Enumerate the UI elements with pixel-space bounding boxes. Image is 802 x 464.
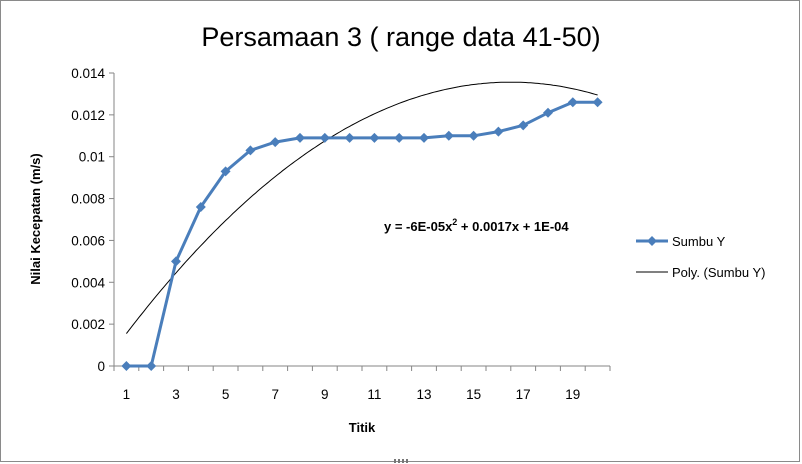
x-axis-title: Titik — [349, 420, 376, 435]
equation-exponent: 2 — [452, 217, 457, 227]
y-tick-label: 0.002 — [71, 317, 105, 332]
trendline-curve — [126, 81, 598, 334]
data-point-marker — [394, 132, 405, 143]
x-tick-label: 3 — [172, 387, 180, 402]
x-tick-label: 11 — [367, 387, 381, 402]
y-tick-label: 0.006 — [71, 233, 105, 248]
x-tick-label: 1 — [123, 387, 131, 402]
y-tick-label: 0 — [97, 359, 105, 374]
data-point-marker — [220, 166, 231, 177]
data-point-marker — [195, 201, 206, 212]
data-point-marker — [319, 132, 330, 143]
x-tick-label: 5 — [222, 387, 230, 402]
legend: Sumbu Y Poly. (Sumbu Y) — [636, 234, 765, 280]
x-tick-label: 9 — [321, 387, 329, 402]
y-tick-label: 0.008 — [71, 192, 105, 207]
data-point-marker — [419, 132, 429, 143]
trendline-equation: y = -6E-05x2 + 0.0017x + 1E-04 — [384, 217, 569, 234]
x-tick-label: 15 — [466, 387, 481, 402]
x-tick-label: 7 — [271, 387, 279, 402]
y-tick-label: 0.012 — [71, 108, 105, 123]
series-layer — [121, 97, 603, 371]
data-point-marker — [344, 132, 355, 143]
data-point-marker — [567, 97, 578, 108]
legend-label-series: Sumbu Y — [672, 234, 726, 249]
data-point-marker — [270, 137, 281, 148]
data-point-marker — [493, 126, 504, 137]
data-point-marker — [245, 145, 256, 156]
data-point-marker — [543, 107, 553, 118]
y-tick-label: 0.01 — [79, 150, 105, 165]
legend-label-trendline: Poly. (Sumbu Y) — [672, 265, 765, 280]
chart-title: Persamaan 3 ( range data 41-50) — [201, 22, 600, 52]
legend-series-marker — [647, 236, 657, 246]
y-tick-label: 0.014 — [71, 66, 105, 81]
y-axis-title: Nilai Kecepatan (m/s) — [28, 153, 43, 285]
data-point-marker — [146, 361, 157, 371]
data-point-marker — [171, 256, 181, 267]
x-tick-label: 13 — [416, 387, 431, 402]
data-point-marker — [121, 361, 132, 371]
data-point-marker — [468, 130, 479, 141]
equation-part: y = -6E-05x — [384, 219, 453, 234]
y-tick-label: 0.004 — [71, 275, 105, 290]
series-line — [126, 100, 598, 368]
data-point-marker — [518, 120, 529, 131]
x-tick-label: 17 — [516, 387, 531, 402]
data-point-marker — [592, 97, 603, 108]
x-tick-label: 19 — [565, 387, 580, 402]
equation-part: + 0.0017x + 1E-04 — [457, 219, 569, 234]
trendline-layer — [126, 81, 598, 334]
data-point-marker — [443, 130, 454, 141]
data-point-marker — [369, 132, 380, 143]
resize-grip-icon[interactable] — [394, 459, 408, 463]
data-point-marker — [295, 132, 305, 143]
